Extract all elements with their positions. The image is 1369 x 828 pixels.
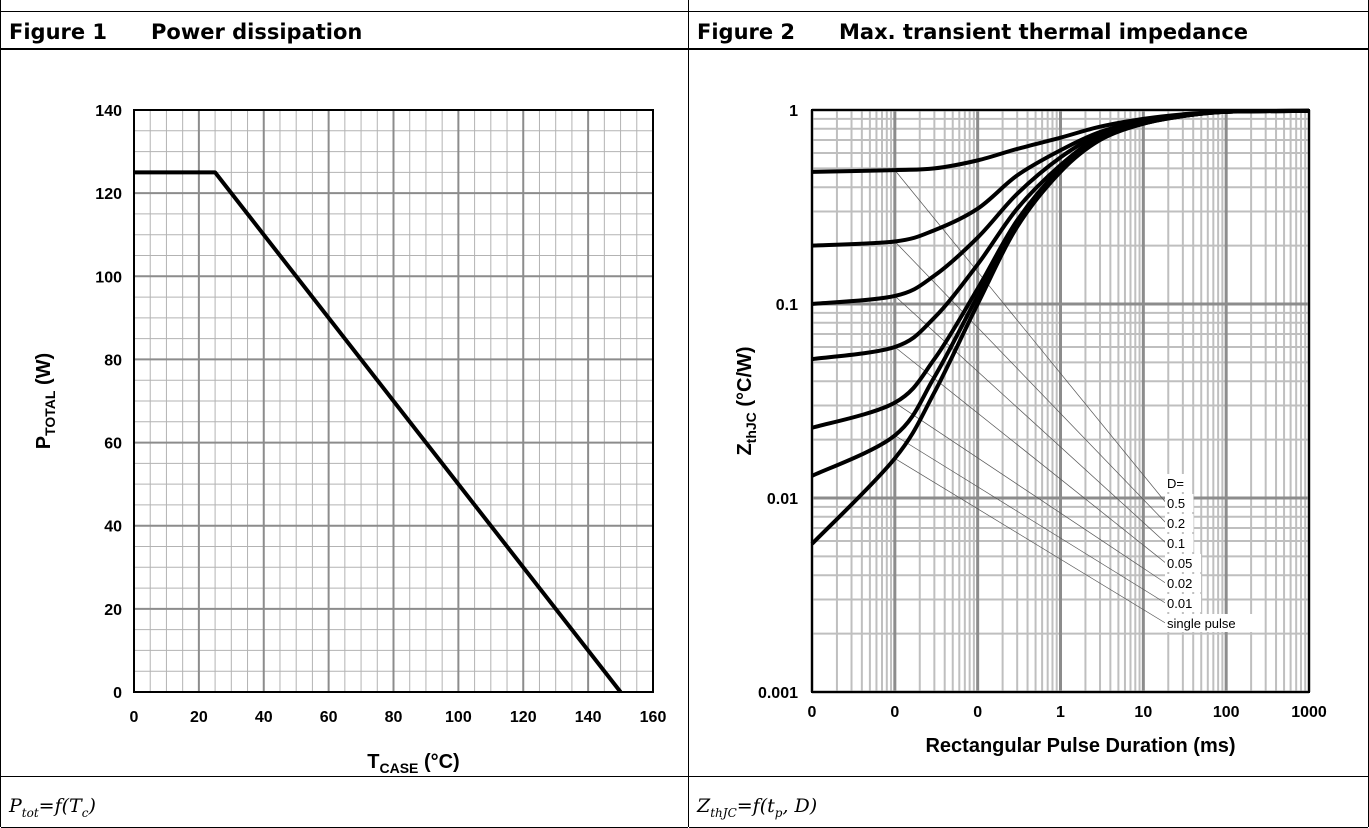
figure-2-caption: ZthJC=f(tp, D) [697,795,818,820]
legend-label-bg [1165,554,1201,572]
figure-1-number: Figure 1 [9,20,108,44]
x-tick-label: 1000 [1291,704,1327,721]
y-tick-label: 60 [104,436,122,453]
legend-leader-line [894,435,1168,605]
figure-2-panel: Figure 2 Max. transient thermal impedanc… [689,0,1369,828]
figure-1-panel: Figure 1 Power dissipation 0 20 40 60 80 100 1… [0,0,689,828]
plot-frame [811,109,1310,693]
figure-1-caption: Ptot=f(Tc) [9,795,96,820]
legend-leader-line [894,402,1168,585]
legend-leader-line [894,169,1168,505]
x-tick-label: 20 [190,709,208,726]
x-axis-title: Rectangular Pulse Duration (ms) [925,735,1235,757]
legend-label-bg [1165,614,1261,632]
legend-entry: 0.05 [1167,556,1192,571]
x-tick-label: 140 [575,709,602,726]
y-tick-label: 140 [95,103,122,120]
legend-leader-line [894,241,1168,525]
legend-entry: single pulse [1167,616,1236,631]
x-tick-label: 100 [445,709,472,726]
x-tick-label: 0 [973,704,982,721]
x-axis-title: TCASE (°C) [367,751,459,776]
x-tick-label: 0 [808,704,817,721]
legend-label-bg [1165,474,1186,492]
legend-leader-line [894,458,1168,625]
y-tick-label: 0.01 [767,491,798,508]
figure-2-caption-row: ZthJC=f(tp, D) [689,776,1368,828]
figure-2-title: Max. transient thermal impedance [839,20,1249,44]
y-tick-label: 120 [95,186,122,203]
y-tick-label: 0.1 [776,297,798,314]
y-tick-label: 40 [104,519,122,536]
power-curve [134,170,623,694]
legend-entry: 0.01 [1167,596,1192,611]
x-tick-label: 0 [130,709,139,726]
legend-leader-line [894,295,1168,545]
y-tick-label: 80 [104,352,122,369]
y-axis-title: PTOTAL (W) [33,353,58,449]
legend-title: D= [1167,476,1184,491]
thermal-impedance-chart: 0 0 0 1 10 100 1000 0.001 0.01 0.1 1 D= 0.5 0.2 0.1 0.0… [734,103,1327,757]
figure-2-number: Figure 2 [697,20,796,44]
legend-entry: 0.02 [1167,576,1192,591]
x-tick-label: 40 [255,709,273,726]
legend-entry: 0.5 [1167,496,1185,511]
y-tick-label: 1 [789,103,798,120]
x-tick-label: 160 [640,709,667,726]
impedance-curve [810,108,1310,546]
plot-frame [133,109,654,693]
y-tick-label: 100 [95,269,122,286]
legend-entry: 0.1 [1167,536,1185,551]
x-tick-label: 1 [1056,704,1065,721]
x-tick-label: 0 [890,704,899,721]
x-tick-label: 100 [1213,704,1240,721]
y-tick-label: 0.001 [758,685,798,702]
y-axis-title: ZthJC (°C/W) [734,346,759,455]
figure-2-header: Figure 2 Max. transient thermal impedanc… [689,11,1368,50]
x-tick-label: 60 [320,709,338,726]
legend-entry: 0.2 [1167,516,1185,531]
x-tick-label: 80 [385,709,403,726]
legend-label-bg [1165,514,1194,532]
x-tick-label: 10 [1134,704,1152,721]
legend-label-bg [1165,594,1201,612]
x-tick-label: 120 [510,709,537,726]
power-dissipation-chart: 0 20 40 60 80 100 120 140 160 0 20 40 60 80 100 120 140 T… [33,103,667,776]
y-tick-label: 0 [113,685,122,702]
figure-1-header: Figure 1 Power dissipation [1,11,688,50]
legend-label-bg [1165,574,1201,592]
figure-1-title: Power dissipation [151,20,363,44]
legend-label-bg [1165,494,1194,512]
legend-label-bg [1165,534,1194,552]
y-tick-label: 20 [104,602,122,619]
figure-1-caption-row: Ptot=f(Tc) [1,776,688,828]
legend-leader-line [894,346,1168,565]
